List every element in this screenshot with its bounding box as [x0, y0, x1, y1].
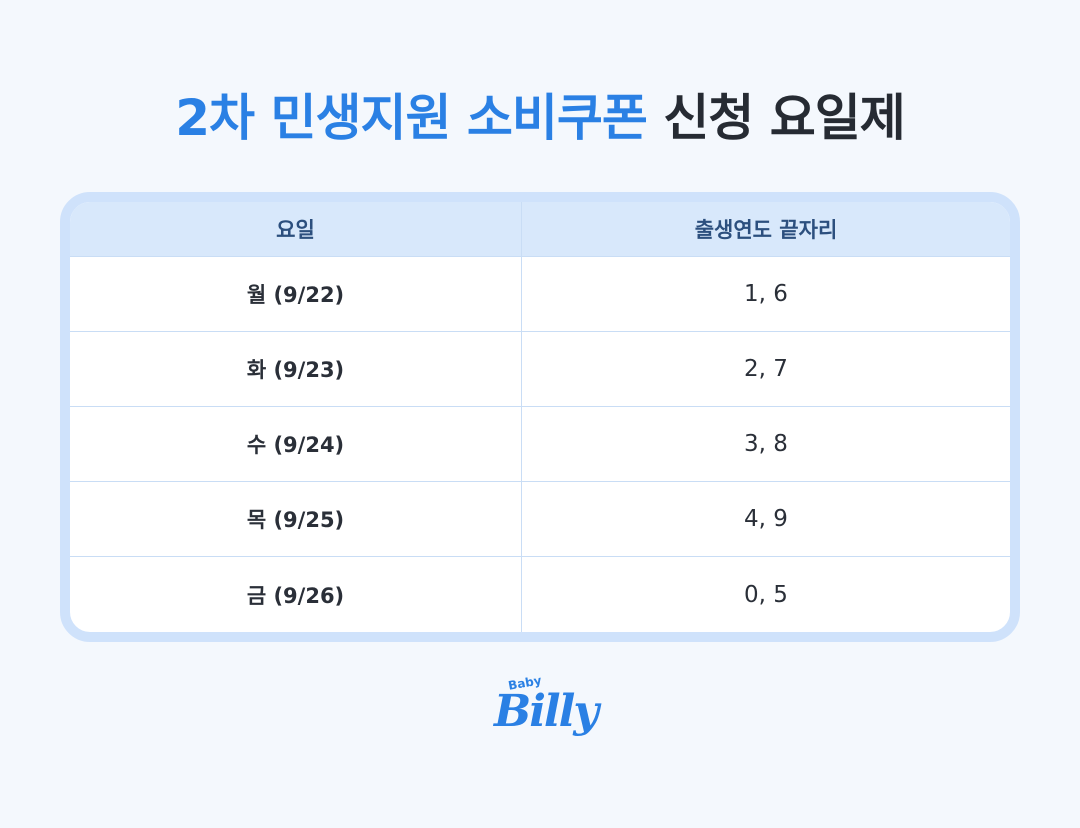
- title-highlight: 2차 민생지원 소비쿠폰: [175, 89, 648, 147]
- table-cell: 1, 6: [744, 281, 788, 307]
- logo: Baby Billy: [490, 673, 600, 766]
- header-row: 요일 출생연도 끝자리: [70, 202, 1010, 257]
- table-cell: 목 (9/25): [70, 482, 522, 556]
- table-row: 금 (9/26) 0, 5: [70, 557, 1010, 632]
- table-cell: 월 (9/22): [70, 257, 522, 331]
- table-cell: 금 (9/26): [70, 557, 522, 632]
- table-cell: 4, 9: [744, 506, 788, 532]
- logo-main: Billy: [494, 686, 599, 737]
- table-cell: 0, 5: [744, 581, 788, 608]
- table-row: 목 (9/25) 4, 9: [70, 482, 1010, 557]
- title-rest: 신청 요일제: [663, 89, 905, 147]
- table-row: 화 (9/23) 2, 7: [70, 332, 1010, 407]
- header-cell: 요일: [70, 202, 522, 256]
- table-row: 수 (9/24) 3, 8: [70, 407, 1010, 482]
- table-row: 월 (9/22) 1, 6: [70, 257, 1010, 332]
- table-cell: 3, 8: [744, 431, 788, 457]
- table-cell: 2, 7: [744, 356, 788, 382]
- table-cell: 화 (9/23): [70, 332, 522, 406]
- header-cell: 출생연도 끝자리: [694, 218, 838, 242]
- table-cell: 수 (9/24): [70, 407, 522, 481]
- title: 2차 민생지원 소비쿠폰 신청 요일제: [0, 78, 1080, 150]
